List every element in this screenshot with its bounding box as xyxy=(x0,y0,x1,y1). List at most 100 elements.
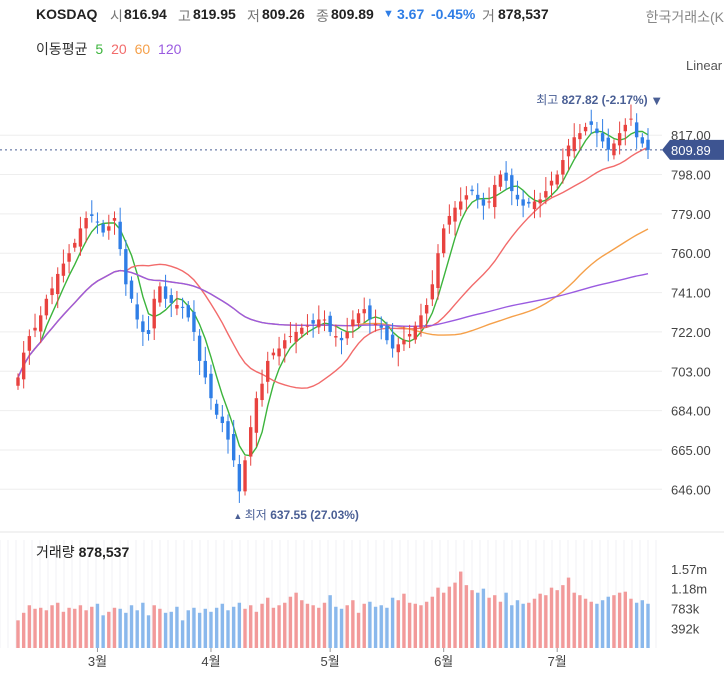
volume-tick-label: 392k xyxy=(671,621,700,636)
volume-bar xyxy=(470,590,474,648)
volume-bar xyxy=(356,612,361,648)
volume-bar xyxy=(271,607,276,648)
volume-bar xyxy=(197,612,202,648)
ma-legend-label: 이동평균 xyxy=(36,41,88,57)
candle-body xyxy=(600,133,605,142)
candle-body xyxy=(640,137,645,144)
candle-body xyxy=(254,398,259,433)
candle-body xyxy=(629,118,633,120)
volume-tick-label: 1.18m xyxy=(671,582,707,597)
volume-bar xyxy=(481,588,486,648)
candle-body xyxy=(538,199,542,204)
candle-body xyxy=(33,327,37,331)
volume-bar xyxy=(368,601,372,648)
volume-bar xyxy=(498,601,503,648)
change-value: 3.67 xyxy=(397,6,425,22)
volume-bar xyxy=(61,611,66,648)
volume-value: 878,537 xyxy=(498,6,549,22)
volume-bar xyxy=(402,593,406,648)
candle-body xyxy=(334,336,338,338)
candle-body xyxy=(220,416,225,424)
candle-body xyxy=(356,313,361,324)
price-tick-label: 722.00 xyxy=(671,325,711,340)
candle-body xyxy=(266,360,270,382)
candle-body xyxy=(39,315,43,332)
open-label: 시 xyxy=(110,8,123,24)
volume-bar xyxy=(124,612,128,648)
low-label: 저 xyxy=(247,8,260,24)
high-label: 고 xyxy=(178,8,191,24)
volume-bar xyxy=(39,607,43,648)
volume-bar xyxy=(226,610,230,648)
close-value: 809.89 xyxy=(331,6,374,22)
price-axis: 817.00 798.00 779.00 760.00 741.00 722.00 703.… xyxy=(671,128,711,497)
candle-body xyxy=(436,253,440,289)
volume-bar xyxy=(538,593,542,648)
candle-body xyxy=(305,325,310,327)
candle-body xyxy=(107,226,111,231)
candle-body xyxy=(470,189,474,192)
volume-bar xyxy=(527,602,531,648)
ma60-line xyxy=(17,228,649,378)
candle-body xyxy=(283,340,287,349)
volume-bar xyxy=(283,602,287,648)
volume-label: 거 xyxy=(482,8,495,24)
volume-panel-value: 878,537 xyxy=(78,544,130,560)
candle-body xyxy=(464,195,469,200)
volume-bar xyxy=(419,605,423,648)
candle-body xyxy=(339,337,344,341)
ma-5[interactable]: 5 xyxy=(95,41,104,57)
ma-60[interactable]: 60 xyxy=(134,41,151,57)
candle-body xyxy=(515,194,520,200)
price-tick-label: 646.00 xyxy=(671,482,711,497)
volume-bar xyxy=(617,592,622,648)
volume-bar xyxy=(288,596,293,648)
volume-bar xyxy=(561,585,565,648)
candle-body xyxy=(27,336,32,351)
volume-bar xyxy=(249,605,253,648)
candle-body xyxy=(430,284,435,300)
volume-bar xyxy=(231,606,236,648)
candle-body xyxy=(311,320,315,324)
volume-bar xyxy=(407,602,412,648)
ma-20[interactable]: 20 xyxy=(111,41,127,57)
volume-bar xyxy=(566,577,571,648)
annotations: 809.89 최고 827.82 (-2.17%) ▼ ▲ 최저 637.55 (27… xyxy=(0,93,724,522)
price-tick-label: 798.00 xyxy=(671,168,711,183)
volume-bar xyxy=(447,586,452,648)
volume-bar xyxy=(16,620,20,648)
volume-bar xyxy=(44,610,49,648)
candle-body xyxy=(186,305,190,318)
ma-120[interactable]: 120 xyxy=(158,41,182,57)
close-label: 종 xyxy=(316,8,329,24)
time-tick-label: 5월 xyxy=(321,654,340,669)
candle-body xyxy=(243,460,247,492)
volume-bar xyxy=(192,607,196,648)
candle-body xyxy=(595,128,599,134)
candle-body xyxy=(424,305,429,314)
candle-body xyxy=(73,242,77,248)
scale-mode-toggle[interactable]: Linear xyxy=(686,58,723,73)
candle-body xyxy=(180,306,185,308)
candle-body xyxy=(90,214,94,216)
volume-bar xyxy=(345,605,349,648)
price-header: KOSDAQ 시 816.94 고 819.95 저 809.26 종 809.… xyxy=(0,0,724,30)
candle-body xyxy=(419,315,423,328)
volume-bar xyxy=(50,605,54,648)
volume-bar xyxy=(311,605,315,648)
volume-bar xyxy=(260,603,264,648)
volume-bar xyxy=(294,592,298,648)
candle-body xyxy=(527,201,531,204)
candle-body xyxy=(129,280,134,299)
volume-bar xyxy=(328,595,332,648)
candle-body xyxy=(288,336,293,338)
volume-bar xyxy=(487,597,491,648)
candle-body xyxy=(158,286,162,303)
price-tick-label: 741.00 xyxy=(671,286,711,301)
price-tick-label: 665.00 xyxy=(671,443,711,458)
candle-body xyxy=(407,333,412,337)
volume-bar xyxy=(146,615,151,648)
candle-body xyxy=(606,137,610,150)
candle-body xyxy=(623,124,627,132)
